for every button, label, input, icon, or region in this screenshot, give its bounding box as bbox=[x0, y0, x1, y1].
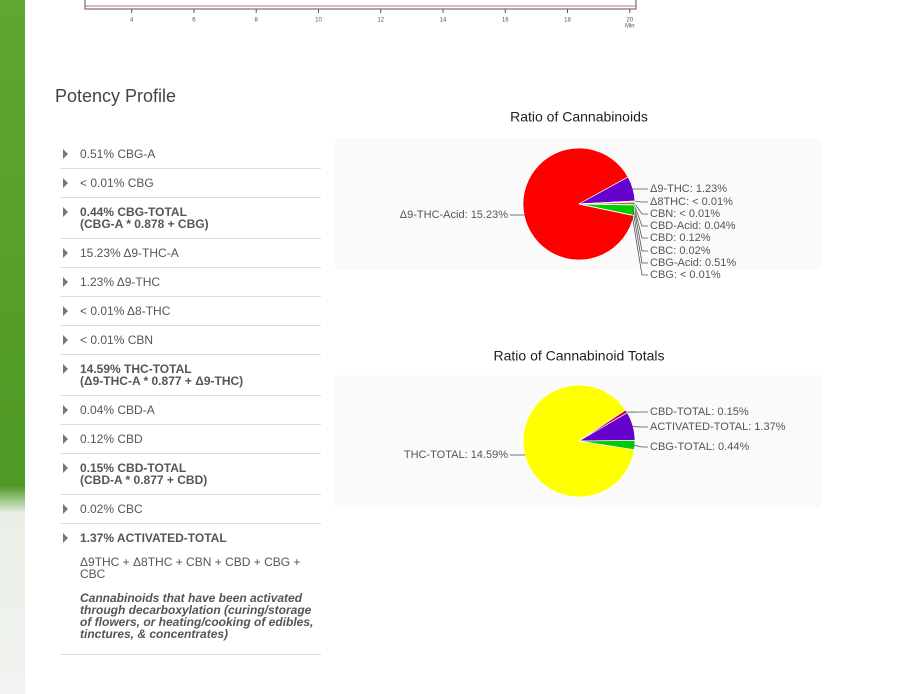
potency-list: 0.51% CBG-A < 0.01% CBG 0.44% CBG-TOTAL (CB… bbox=[60, 140, 321, 655]
item-text: 14.59% THC-TOTAL bbox=[80, 362, 192, 376]
potency-item[interactable]: 0.12% CBD bbox=[60, 425, 321, 454]
potency-item[interactable]: < 0.01% Δ8-THC bbox=[60, 297, 321, 326]
expand-arrow bbox=[63, 207, 68, 217]
leader-line bbox=[633, 200, 648, 203]
x-tick-label: 16 bbox=[502, 18, 509, 24]
item-text: 0.04% CBD-A bbox=[80, 403, 155, 417]
potency-item[interactable]: < 0.01% CBN bbox=[60, 326, 321, 355]
slice-label: CBD-TOTAL: 0.15% bbox=[650, 406, 749, 418]
x-tick-label: 14 bbox=[440, 18, 447, 24]
expand-arrow bbox=[63, 364, 68, 374]
potency-item[interactable]: 14.59% THC-TOTAL (Δ9-THC-A * 0.877 + Δ9-T… bbox=[60, 355, 321, 396]
expand-arrow bbox=[63, 463, 68, 473]
chromatogram-frame bbox=[84, 0, 637, 10]
potency-item[interactable]: 1.23% Δ9-THC bbox=[60, 268, 321, 297]
leader-line bbox=[632, 210, 648, 264]
chart-title: Ratio of Cannabinoids bbox=[510, 109, 648, 125]
expand-arrow bbox=[63, 178, 68, 188]
slice-label: CBC: 0.02% bbox=[650, 245, 711, 257]
x-tick-label: 20 bbox=[626, 18, 633, 24]
x-unit: Min bbox=[625, 24, 635, 30]
x-tick-label: 10 bbox=[315, 18, 322, 24]
item-text: 0.02% CBC bbox=[80, 502, 143, 516]
item-text: (CBD-A * 0.877 + CBD) bbox=[80, 473, 208, 487]
slice-label: ACTIVATED-TOTAL: 1.37% bbox=[650, 421, 786, 433]
item-text: 0.51% CBG-A bbox=[80, 147, 156, 161]
x-tick-label: 4 bbox=[130, 18, 134, 24]
x-tick-label: 8 bbox=[255, 18, 259, 24]
expand-arrow bbox=[63, 248, 68, 258]
item-text: 0.15% CBD-TOTAL bbox=[80, 461, 187, 475]
expand-arrow bbox=[63, 434, 68, 444]
slice-label: CBD: 0.12% bbox=[650, 232, 711, 244]
leader-line bbox=[631, 215, 648, 276]
item-text: 0.12% CBD bbox=[80, 432, 143, 446]
pie-slice bbox=[578, 203, 635, 217]
item-text: 15.23% Δ9-THC-A bbox=[80, 246, 179, 260]
item-text: 1.37% ACTIVATED-TOTAL bbox=[80, 531, 227, 545]
leader-line bbox=[633, 444, 648, 448]
item-text: 1.23% Δ9-THC bbox=[80, 275, 161, 289]
chart-title: Ratio of Cannabinoid Totals bbox=[494, 348, 665, 364]
item-text: < 0.01% CBN bbox=[80, 333, 154, 347]
item-text: (Δ9-THC-A * 0.877 + Δ9-THC) bbox=[80, 374, 244, 388]
expand-arrow bbox=[63, 533, 68, 543]
expand-arrow bbox=[63, 149, 68, 159]
expand-arrow bbox=[63, 405, 68, 415]
slice-label: CBG: < 0.01% bbox=[650, 269, 721, 281]
slice-label: CBG-TOTAL: 0.44% bbox=[650, 441, 749, 453]
potency-item[interactable]: 0.02% CBC bbox=[60, 495, 321, 524]
potency-item[interactable]: 0.04% CBD-A bbox=[60, 396, 321, 425]
expand-arrow bbox=[63, 306, 68, 316]
potency-item[interactable]: 1.37% ACTIVATED-TOTAL Δ9THC + Δ8THC + CBN… bbox=[60, 524, 321, 655]
leader-line bbox=[632, 201, 648, 227]
item-note: Cannabinoids that have been activated th… bbox=[80, 591, 314, 641]
item-text: < 0.01% CBG bbox=[80, 176, 154, 190]
potency-item[interactable]: 15.23% Δ9-THC-A bbox=[60, 239, 321, 268]
item-text: < 0.01% Δ8-THC bbox=[80, 304, 171, 318]
slice-label: Δ8THC: < 0.01% bbox=[650, 196, 733, 208]
expand-arrow bbox=[63, 277, 68, 287]
x-tick-label: 6 bbox=[192, 18, 196, 24]
leader-line bbox=[632, 204, 648, 252]
expand-arrow bbox=[63, 335, 68, 345]
item-formula: Δ9THC + Δ8THC + CBN + CBD + CBG + CBC bbox=[80, 555, 301, 581]
x-tick-label: 12 bbox=[377, 18, 384, 24]
side-strip bbox=[0, 0, 25, 694]
x-tick-label: 18 bbox=[564, 18, 571, 24]
slice-label: Δ9-THC: 1.23% bbox=[650, 183, 727, 195]
item-text: (CBG-A * 0.878 + CBG) bbox=[80, 217, 209, 231]
expand-arrow bbox=[63, 504, 68, 514]
slice-label: CBD-Acid: 0.04% bbox=[650, 220, 736, 232]
leader-line bbox=[632, 203, 648, 239]
potency-item[interactable]: < 0.01% CBG bbox=[60, 169, 321, 198]
slice-label: CBG-Acid: 0.51% bbox=[650, 257, 736, 269]
slice-label: THC-TOTAL: 14.59% bbox=[404, 449, 508, 461]
slice-label: CBN: < 0.01% bbox=[650, 208, 720, 220]
leader-line bbox=[632, 201, 648, 215]
item-text: 0.44% CBG-TOTAL bbox=[80, 205, 187, 219]
potency-item[interactable]: 0.44% CBG-TOTAL (CBG-A * 0.878 + CBG) bbox=[60, 198, 321, 239]
potency-item[interactable]: 0.51% CBG-A bbox=[60, 140, 321, 169]
potency-item[interactable]: 0.15% CBD-TOTAL (CBD-A * 0.877 + CBD) bbox=[60, 454, 321, 495]
slice-label: Δ9-THC-Acid: 15.23% bbox=[400, 209, 508, 221]
pie-slice bbox=[522, 147, 635, 261]
section-title: Potency Profile bbox=[55, 86, 177, 106]
